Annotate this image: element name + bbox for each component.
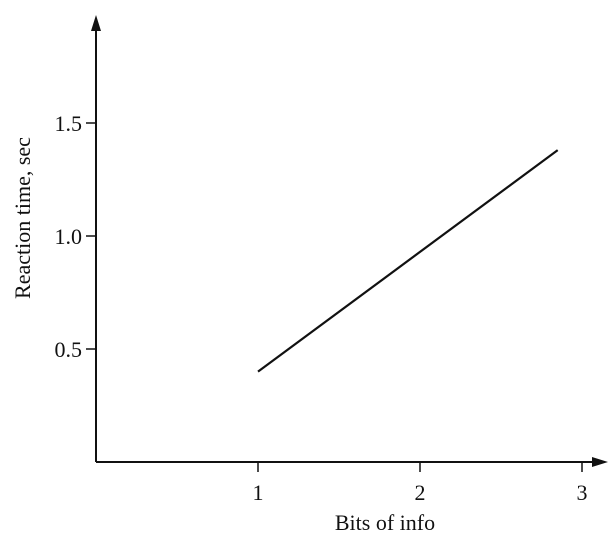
x-tick-label: 2 [415, 480, 426, 505]
x-axis-title: Bits of info [335, 510, 435, 533]
y-ticks: 0.5 1.0 1.5 [55, 111, 96, 362]
y-axis-title: Reaction time, sec [10, 137, 35, 299]
x-axis-arrowhead [592, 457, 608, 467]
y-tick-label: 0.5 [55, 337, 83, 362]
y-tick-label: 1.5 [55, 111, 83, 136]
y-axis-arrowhead [91, 15, 101, 31]
series-layer [257, 149, 559, 373]
x-tick-label: 1 [253, 480, 264, 505]
x-tick-label: 3 [577, 480, 588, 505]
x-ticks: 1 2 3 [253, 462, 588, 505]
series-line [257, 149, 559, 373]
y-tick-label: 1.0 [55, 224, 83, 249]
axes [91, 15, 608, 467]
